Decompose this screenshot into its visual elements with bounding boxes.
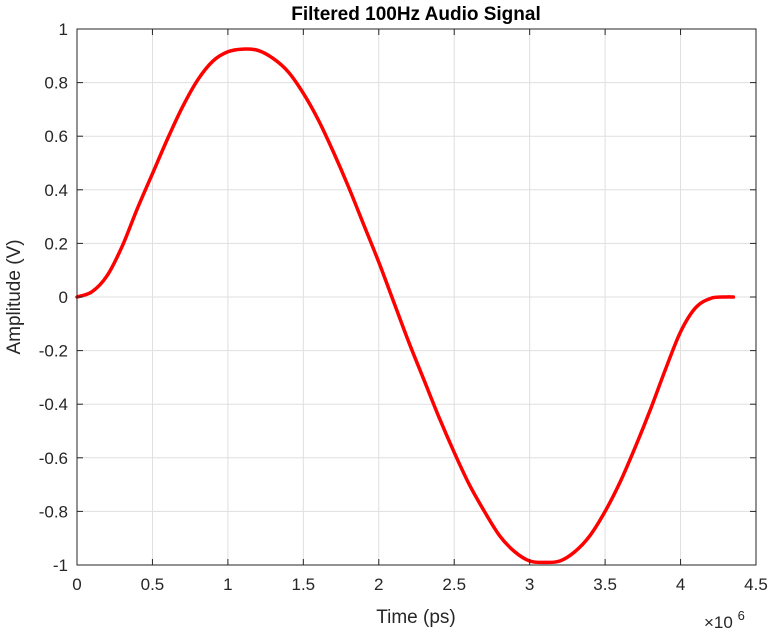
x-tick-label: 0 (72, 575, 81, 594)
x-axis-exponent-base: ×10 (704, 613, 733, 632)
y-tick-label: -0.8 (39, 502, 68, 521)
y-tick-label: 0.8 (44, 74, 68, 93)
x-tick-label: 4.5 (744, 575, 768, 594)
x-axis-exponent: ×10 6 (704, 608, 745, 632)
y-tick-label: 0.4 (44, 181, 68, 200)
x-axis-label: Time (ps) (376, 607, 456, 628)
y-tick-label: -1 (53, 556, 68, 575)
x-tick-label: 2.5 (442, 575, 466, 594)
series-lines (75, 47, 736, 565)
y-tick-label: -0.2 (39, 342, 68, 361)
x-axis-exponent-power: 6 (738, 608, 745, 623)
y-tick-label: 0.6 (44, 127, 68, 146)
grid-lines (77, 29, 756, 565)
y-axis-label: Amplitude (V) (4, 239, 25, 354)
x-tick-label: 0.5 (141, 575, 165, 594)
y-tick-label: 0 (59, 288, 68, 307)
x-tick-label: 1 (223, 575, 232, 594)
y-tick-label: 0.2 (44, 234, 68, 253)
x-tick-label: 3.5 (593, 575, 617, 594)
x-tick-label: 3 (525, 575, 534, 594)
y-tick-label: 1 (59, 20, 68, 39)
chart-title: Filtered 100Hz Audio Signal (291, 4, 541, 25)
x-tick-labels: 0 0.5 1 1.5 2 2.5 3 3.5 4 4.5 (72, 575, 768, 594)
tick-marks (76, 28, 757, 566)
y-tick-labels: -1 -0.8 -0.6 -0.4 -0.2 0 0.2 0.4 0.6 0.8 1 (39, 20, 68, 575)
y-tick-label: -0.6 (39, 449, 68, 468)
x-tick-label: 4 (676, 575, 685, 594)
x-tick-label: 2 (374, 575, 383, 594)
y-tick-label: -0.4 (39, 395, 68, 414)
series-line (75, 47, 736, 565)
x-tick-label: 1.5 (292, 575, 316, 594)
